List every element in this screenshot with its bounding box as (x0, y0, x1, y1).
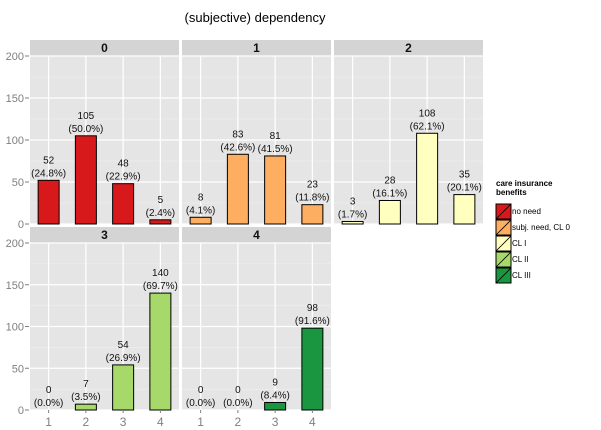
data-label-count: 23 (307, 180, 319, 191)
facet-strip (30, 227, 179, 243)
legend-label: no need (512, 207, 541, 216)
data-label-percent: (62.1%) (410, 121, 445, 132)
data-label-percent: (41.5%) (258, 144, 293, 155)
legend-title: benefits (496, 188, 527, 197)
legend-label: subj. need, CL 0 (512, 223, 571, 232)
bar-0-1 (37, 179, 60, 225)
data-label-percent: (0.0%) (34, 398, 63, 409)
facet-strip (182, 227, 331, 243)
bar-3-2 (74, 403, 97, 411)
facet-label: 0 (101, 41, 108, 55)
y-tick-label: 0 (18, 219, 24, 231)
data-label-percent: (69.7%) (143, 281, 178, 292)
y-tick-label: 200 (6, 51, 24, 63)
data-label-percent: (20.1%) (447, 183, 482, 194)
facet-strip (30, 40, 179, 56)
x-tick-label: 4 (309, 415, 316, 429)
data-label-percent: (1.7%) (338, 209, 367, 220)
data-label-percent: (0.0%) (223, 398, 252, 409)
data-label-count: 48 (118, 159, 130, 170)
bar-0-2 (74, 135, 97, 225)
x-tick-label: 1 (197, 415, 204, 429)
data-label-count: 5 (158, 195, 164, 206)
y-tick-label: 0 (18, 405, 24, 417)
legend-title: care insurance (496, 179, 553, 188)
data-label-percent: (11.8%) (295, 193, 329, 204)
bar-2-4 (453, 194, 476, 225)
y-tick-label: 150 (6, 280, 24, 292)
bar-0-3 (112, 183, 135, 225)
facet-label: 3 (101, 228, 108, 242)
data-label-count: 83 (232, 129, 244, 140)
legend-swatch-slash (495, 219, 512, 236)
legend-swatch-slash (495, 235, 512, 252)
data-label-count: 35 (459, 170, 471, 181)
data-label-percent: (3.5%) (71, 392, 100, 403)
data-label-count: 81 (270, 131, 282, 142)
bar-2-1 (341, 220, 364, 225)
legend-label: CL III (512, 271, 531, 280)
data-label-count: 3 (350, 196, 356, 207)
data-label-count: 140 (152, 268, 169, 279)
x-tick-label: 2 (235, 415, 242, 429)
x-tick-label: 3 (272, 415, 279, 429)
legend-swatch-slash (495, 203, 512, 220)
data-label-percent: (24.8%) (31, 168, 66, 179)
legend-swatch-slash (495, 267, 512, 284)
data-label-count: 52 (43, 155, 55, 166)
y-tick-label: 100 (6, 322, 24, 334)
data-label-count: 105 (78, 111, 95, 122)
bar-0-4 (149, 219, 172, 225)
data-label-percent: (0.0%) (186, 398, 215, 409)
bar-3-3 (112, 364, 135, 411)
legend-swatch-slash (495, 251, 512, 268)
facet-label: 1 (253, 41, 260, 55)
y-tick-label: 200 (6, 238, 24, 250)
y-tick-label: 50 (12, 177, 24, 189)
data-label-count: 54 (118, 340, 130, 351)
bar-4-3 (264, 401, 287, 411)
facet-strip (182, 40, 331, 56)
data-label-count: 7 (83, 379, 89, 390)
data-label-percent: (8.4%) (260, 390, 289, 401)
data-label-count: 0 (198, 385, 204, 396)
data-label-count: 108 (419, 108, 436, 119)
data-label-percent: (26.9%) (106, 353, 141, 364)
data-label-percent: (22.9%) (106, 172, 141, 183)
x-tick-label: 2 (83, 415, 90, 429)
data-label-percent: (91.6%) (295, 316, 330, 327)
data-label-count: 0 (46, 385, 52, 396)
bar-1-3 (264, 155, 287, 225)
facet-strip (334, 40, 483, 56)
bar-1-4 (301, 204, 324, 225)
data-label-count: 0 (235, 385, 241, 396)
x-tick-label: 1 (45, 415, 52, 429)
y-tick-label: 50 (12, 363, 24, 375)
y-tick-label: 100 (6, 135, 24, 147)
x-tick-label: 4 (157, 415, 164, 429)
bar-2-3 (416, 132, 439, 225)
data-label-percent: (16.1%) (372, 188, 407, 199)
bar-4-4 (301, 327, 324, 411)
data-label-percent: (50.0%) (68, 124, 103, 135)
chart-title: (subjective) dependency (185, 10, 326, 25)
facet-label: 4 (253, 228, 260, 242)
data-label-count: 28 (384, 175, 396, 186)
data-label-percent: (4.1%) (186, 205, 215, 216)
data-label-count: 98 (307, 303, 319, 314)
data-label-percent: (42.6%) (220, 142, 255, 153)
data-label-percent: (2.4%) (146, 208, 175, 219)
y-tick-label: 150 (6, 93, 24, 105)
facet-label: 2 (405, 41, 412, 55)
bar-3-4 (149, 292, 172, 411)
bar-1-1 (189, 216, 212, 225)
x-tick-label: 3 (120, 415, 127, 429)
data-label-count: 8 (198, 192, 204, 203)
legend-label: CL II (512, 255, 529, 264)
data-label-count: 9 (272, 377, 278, 388)
bar-1-2 (226, 153, 249, 225)
bar-2-2 (378, 199, 401, 225)
legend-label: CL I (512, 239, 526, 248)
